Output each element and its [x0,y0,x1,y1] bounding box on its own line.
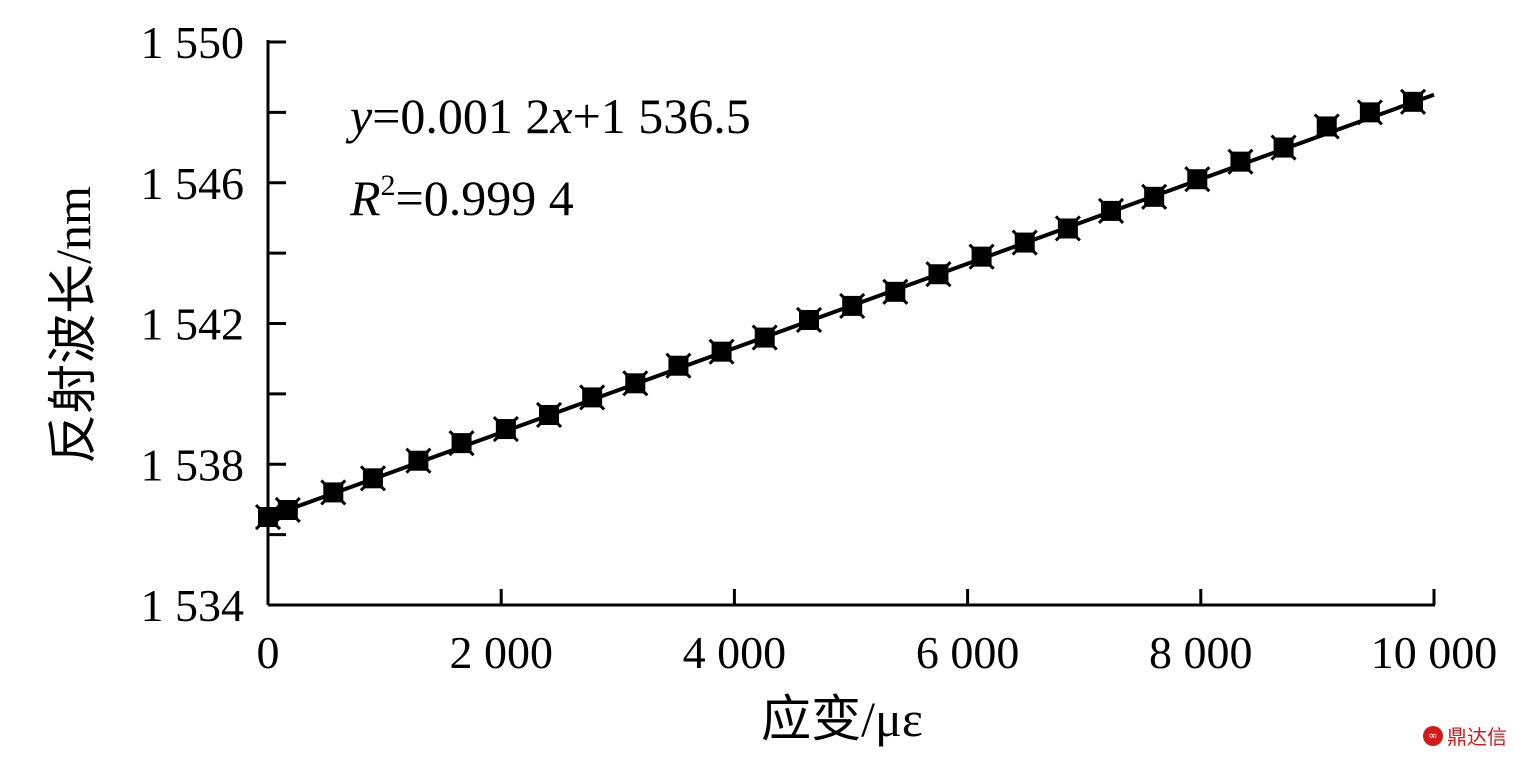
data-point-cross [1227,148,1254,175]
data-point-cross [579,384,606,411]
r-squared-annotation: R2=0.999 4 [349,169,574,226]
data-point-cross [320,479,347,506]
data-point-cross [448,430,475,457]
data-point-cross [968,243,995,270]
x-tick-label: 6 000 [916,627,1020,678]
tick-labels-group: 1 534 1 538 1 542 1 546 1 550 0 2 000 4 000 6 00… [141,17,1498,678]
r-squared-value: =0.999 4 [396,170,574,226]
equation-rhs-b: +1 536.5 [573,88,751,144]
data-point-cross [1313,113,1340,140]
y-tick-label: 1 542 [141,299,245,350]
data-point-cross [1141,183,1168,210]
data-point-cross [1270,134,1297,161]
equation-x-var: x [549,88,572,144]
equation-y-var: y [345,88,373,144]
markers-group [254,88,1427,531]
data-point-cross [359,465,387,492]
data-point-cross [1097,197,1125,224]
data-point-cross [1399,88,1427,115]
data-point-cross [708,338,735,365]
x-tick-label: 2 000 [449,627,553,678]
data-point-cross [492,416,519,443]
equation-annotation: y=0.001 2x+1 536.5 [345,88,751,144]
y-axis-title: 反射波长/nm [45,186,101,464]
y-tick-label: 1 546 [141,158,245,209]
data-point-cross [665,352,692,379]
data-point-cross [1184,166,1211,193]
data-point-cross [839,292,866,319]
data-point-cross [751,324,778,351]
data-point-cross [882,278,909,305]
x-axis-title: 应变/με [761,691,923,747]
y-tick-label: 1 550 [141,17,245,68]
data-point-cross [1356,99,1383,126]
x-tick-label: 10 000 [1371,627,1498,678]
x-tick-label: 8 000 [1149,627,1253,678]
watermark-text: 鼎达信 [1447,725,1507,749]
data-point-cross [1011,229,1038,256]
x-tick-label: 0 [257,627,280,678]
data-point-cross [1054,215,1081,242]
r-squared-var: R [349,170,381,226]
y-tick-label: 1 538 [141,439,245,490]
watermark: ∞ 鼎达信 [1423,721,1507,750]
data-point-cross [925,261,952,288]
data-point-cross [274,496,301,524]
data-point-cross [795,306,823,334]
data-point-cross [405,447,432,474]
data-point-cross [535,401,563,429]
y-tick-label: 1 534 [141,580,245,631]
data-point-cross [254,503,282,531]
r-squared-sup: 2 [381,169,396,202]
watermark-logo-icon: ∞ [1423,725,1443,746]
data-point-cross [622,370,649,397]
equation-rhs-a: =0.001 2 [372,88,550,144]
x-tick-label: 4 000 [683,627,787,678]
